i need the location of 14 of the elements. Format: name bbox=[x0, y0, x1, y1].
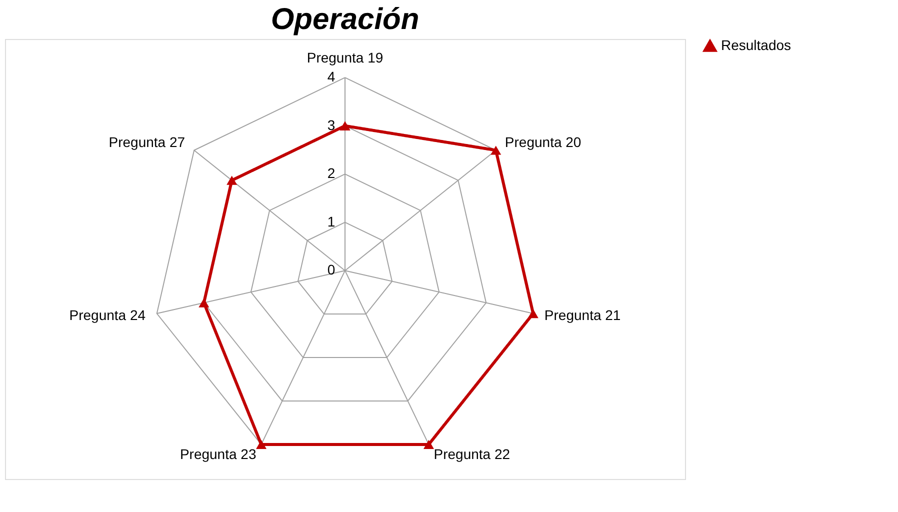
spoke-label: Pregunta 24 bbox=[69, 307, 146, 324]
y-tick-label: 4 bbox=[327, 68, 336, 85]
y-tick-label: 1 bbox=[327, 213, 336, 230]
y-tick-label: 2 bbox=[327, 165, 336, 182]
spoke-label: Pregunta 27 bbox=[108, 134, 186, 150]
spoke-label: Pregunta 21 bbox=[544, 307, 621, 324]
legend-label: Resultados bbox=[721, 37, 792, 53]
spoke-label: Pregunta 19 bbox=[306, 49, 384, 66]
y-tick-label: 0 bbox=[327, 262, 336, 278]
chart-title: Operación bbox=[270, 3, 420, 36]
spoke-label: Pregunta 22 bbox=[434, 446, 510, 462]
spoke-label: Pregunta 20 bbox=[504, 134, 582, 150]
spoke-label: Pregunta 23 bbox=[180, 446, 256, 462]
y-tick-label: 3 bbox=[327, 116, 336, 133]
